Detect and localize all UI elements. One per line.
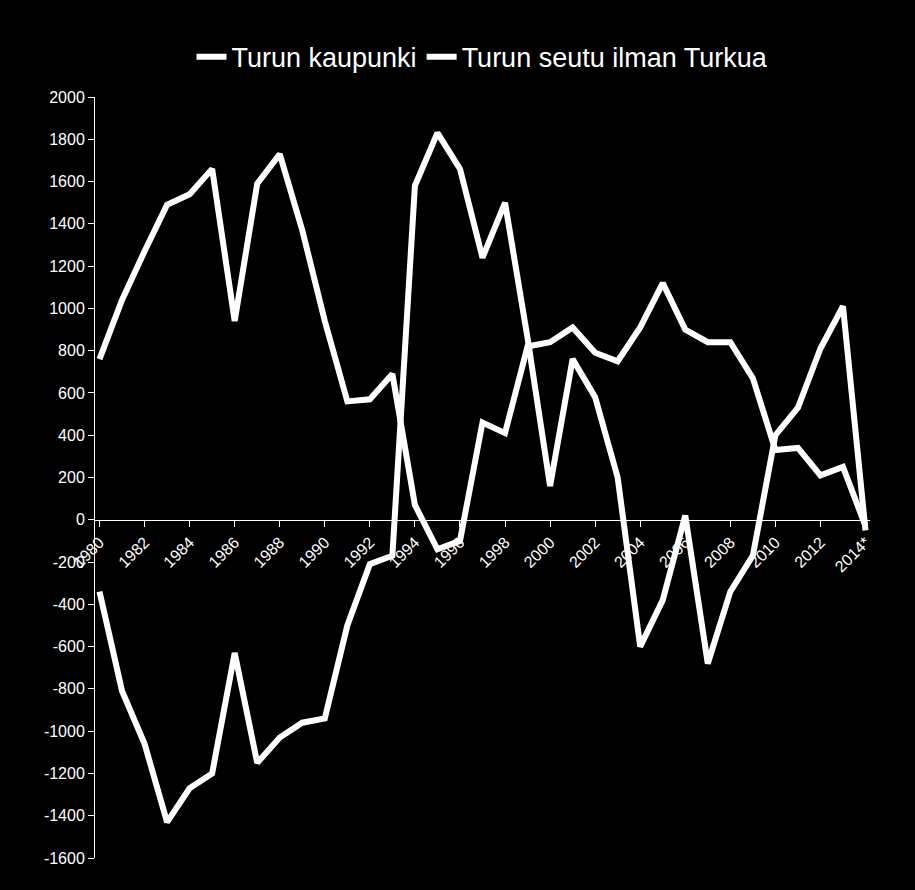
svg-text:800: 800 xyxy=(58,342,85,359)
svg-text:1400: 1400 xyxy=(49,215,85,232)
svg-text:2000: 2000 xyxy=(49,89,85,106)
svg-text:1986: 1986 xyxy=(205,534,242,571)
svg-text:2008: 2008 xyxy=(701,534,738,571)
svg-text:400: 400 xyxy=(58,427,85,444)
svg-text:1992: 1992 xyxy=(340,534,377,571)
svg-text:0: 0 xyxy=(76,511,85,528)
svg-text:1200: 1200 xyxy=(49,258,85,275)
svg-text:2010: 2010 xyxy=(746,534,783,571)
svg-text:1998: 1998 xyxy=(476,534,513,571)
svg-text:Turun kaupunki: Turun kaupunki xyxy=(232,43,417,73)
svg-text:-1400: -1400 xyxy=(44,807,85,824)
svg-text:1000: 1000 xyxy=(49,300,85,317)
svg-text:1984: 1984 xyxy=(160,534,197,571)
svg-text:1980: 1980 xyxy=(70,534,107,571)
svg-text:2000: 2000 xyxy=(521,534,558,571)
svg-text:-1600: -1600 xyxy=(44,850,85,867)
svg-text:1996: 1996 xyxy=(431,534,468,571)
svg-text:600: 600 xyxy=(58,385,85,402)
svg-text:1600: 1600 xyxy=(49,173,85,190)
svg-text:-200: -200 xyxy=(53,554,85,571)
svg-text:1988: 1988 xyxy=(250,534,287,571)
svg-text:-1200: -1200 xyxy=(44,765,85,782)
svg-text:2002: 2002 xyxy=(566,534,603,571)
svg-text:-800: -800 xyxy=(53,680,85,697)
svg-text:2004: 2004 xyxy=(611,534,648,571)
svg-text:1982: 1982 xyxy=(115,534,152,571)
svg-text:2014*: 2014* xyxy=(832,534,874,576)
svg-text:200: 200 xyxy=(58,469,85,486)
svg-text:-600: -600 xyxy=(53,638,85,655)
svg-text:1800: 1800 xyxy=(49,131,85,148)
svg-text:-1000: -1000 xyxy=(44,723,85,740)
svg-text:1990: 1990 xyxy=(295,534,332,571)
svg-text:Turun seutu ilman Turkua: Turun seutu ilman Turkua xyxy=(462,43,768,73)
svg-text:2006: 2006 xyxy=(656,534,693,571)
svg-text:2012: 2012 xyxy=(791,534,828,571)
svg-text:-400: -400 xyxy=(53,596,85,613)
svg-text:1994: 1994 xyxy=(385,534,422,571)
